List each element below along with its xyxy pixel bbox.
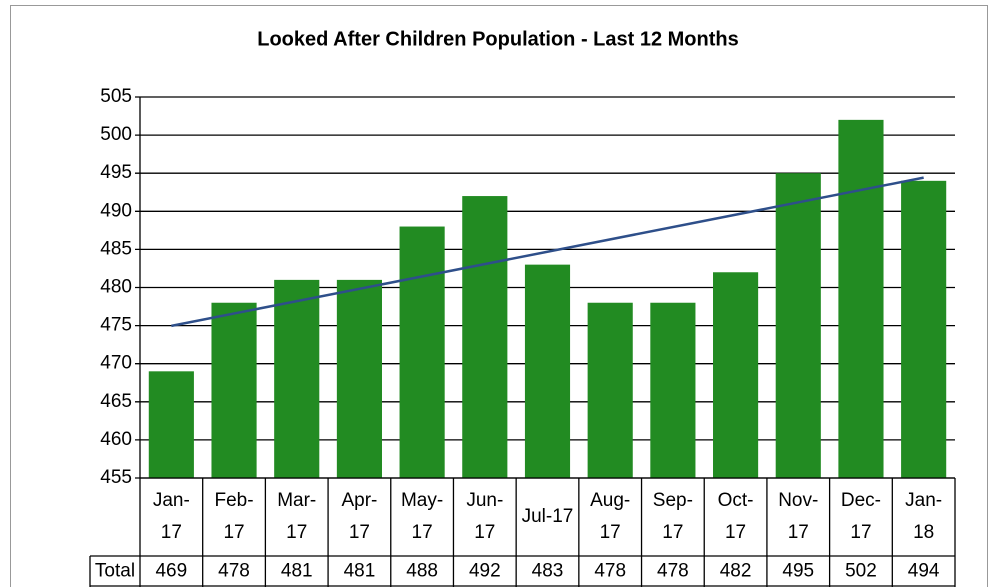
x-tick-label: Dec-17	[840, 490, 882, 543]
x-category-cell: Aug-17	[590, 490, 631, 543]
x-tick-label: Aug-17	[590, 490, 631, 543]
table-value: 494	[908, 561, 940, 582]
bar	[399, 226, 445, 478]
table-value: 478	[594, 561, 626, 582]
x-category-cell: Apr-17	[341, 490, 378, 543]
bar	[336, 279, 382, 478]
bar	[211, 302, 257, 478]
table-value: 495	[782, 561, 814, 582]
table-value: 481	[344, 561, 376, 582]
y-tick-label: 470	[100, 353, 132, 374]
table-value: 469	[155, 561, 187, 582]
table-value: 502	[845, 561, 877, 582]
x-tick-label: Sep-17	[652, 490, 693, 543]
x-category-cell: Sep-17	[652, 490, 693, 543]
bar	[587, 302, 633, 478]
chart-title: Looked After Children Population - Last …	[257, 28, 739, 50]
x-category-cell: Oct-17	[717, 490, 754, 543]
y-tick-label: 495	[100, 162, 132, 183]
bar	[462, 196, 508, 478]
y-tick-label: 455	[100, 467, 132, 488]
x-tick-label: Jan-18	[905, 490, 943, 543]
x-category-cell: Jun-17	[466, 490, 504, 543]
y-tick-label: 500	[100, 124, 132, 145]
bar	[650, 302, 696, 478]
x-category-cell: Feb-17	[214, 490, 254, 543]
x-tick-label: Nov-17	[778, 490, 819, 543]
x-tick-label: Jul-17	[521, 506, 574, 527]
y-tick-label: 505	[100, 86, 132, 107]
x-category-cell: Jan-18	[905, 490, 943, 543]
y-tick-label: 485	[100, 238, 132, 259]
x-category-cell: May-17	[400, 490, 444, 543]
table-value: 478	[218, 561, 250, 582]
x-tick-label: Feb-17	[214, 490, 254, 543]
x-tick-label: Oct-17	[717, 490, 754, 543]
x-category-cell: Nov-17	[778, 490, 819, 543]
bar	[901, 180, 947, 478]
bar	[713, 272, 759, 478]
y-tick-label: 480	[100, 277, 132, 298]
trendline	[171, 176, 924, 328]
table-value: 492	[469, 561, 501, 582]
x-category-cell: Dec-17	[840, 490, 882, 543]
bar	[148, 371, 194, 478]
y-tick-label: 475	[100, 315, 132, 336]
x-tick-label: Mar-17	[277, 490, 317, 543]
y-tick-label: 465	[100, 391, 132, 412]
table-value: 483	[532, 561, 564, 582]
x-category-cell: Mar-17	[277, 490, 317, 543]
bar	[524, 264, 571, 478]
x-category-cell: Jan-17	[152, 490, 190, 543]
bar	[838, 119, 884, 479]
bar	[274, 279, 320, 478]
x-tick-label: May-17	[400, 490, 444, 543]
table-value: 482	[720, 561, 752, 582]
bar	[775, 173, 821, 478]
x-tick-label: Apr-17	[341, 490, 378, 543]
x-category-cell: Jul-17	[521, 506, 574, 527]
legend-label: Total	[95, 561, 135, 582]
y-tick-label: 490	[100, 200, 132, 221]
x-tick-label: Jun-17	[466, 490, 504, 543]
table-value: 481	[281, 561, 313, 582]
y-tick-label: 460	[100, 429, 132, 450]
table-value: 478	[657, 561, 689, 582]
table-value: 488	[406, 561, 438, 582]
x-tick-label: Jan-17	[152, 490, 190, 543]
